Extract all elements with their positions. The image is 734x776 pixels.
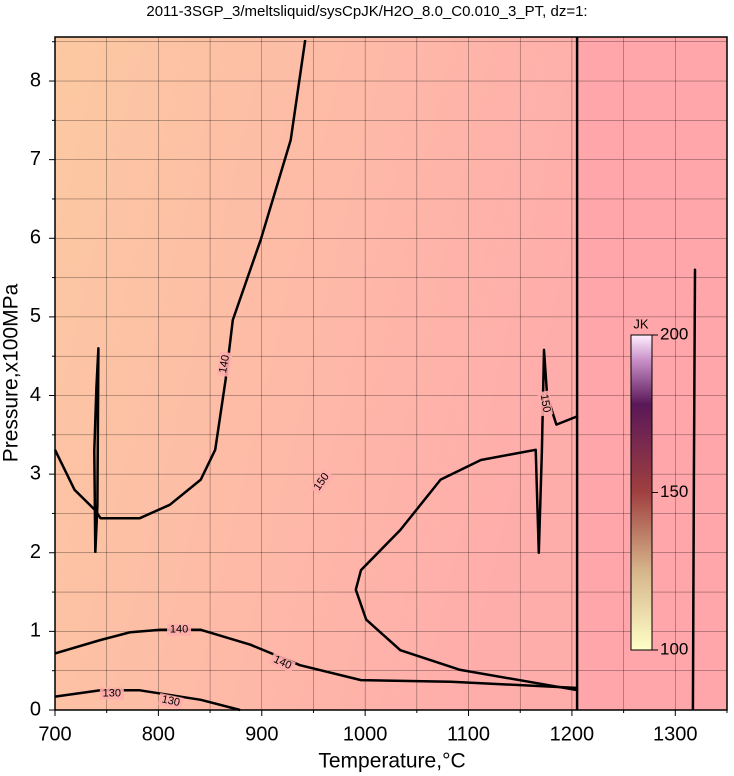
y-axis-label: Pressure,x100MPa: [0, 283, 23, 462]
contour-label: 130: [161, 693, 181, 709]
contour-label-group: 140: [216, 351, 233, 377]
x-tick-label: 700: [38, 723, 71, 745]
contour-label-bg: [99, 687, 124, 700]
contour-label-group: 140: [167, 623, 192, 636]
y-tick-label: 2: [30, 541, 41, 563]
colorbar-tick-label: 200: [660, 324, 688, 343]
plot-background: [55, 37, 578, 710]
y-tick-label: 5: [30, 305, 41, 327]
contour-label-group: 150: [537, 390, 554, 417]
plot-frame: [54, 36, 728, 711]
contour-label-bg: [537, 390, 554, 417]
contour-label-bg: [167, 623, 192, 636]
y-tick-label: 7: [30, 148, 41, 170]
y-tick-label: 6: [30, 227, 41, 249]
y-tick-label: 0: [30, 698, 41, 720]
contour-label-bg: [216, 351, 233, 377]
colorbar-tick-label: 100: [660, 639, 688, 658]
colorbar: [630, 334, 653, 651]
chart-title: 2011-3SGP_3/meltsliquid/sysCpJK/H2O_8.0_…: [146, 3, 587, 20]
y-tick-label: 1: [30, 620, 41, 642]
x-tick-label: 1200: [550, 723, 595, 745]
y-tick-label: 4: [30, 384, 41, 406]
y-tick-label: 3: [30, 462, 41, 484]
x-tick-label: 800: [142, 723, 175, 745]
contour-line: [691, 268, 697, 711]
contour-label-bg: [309, 468, 334, 496]
contour-label: 140: [170, 624, 188, 636]
x-axis-label: Temperature,°C: [318, 750, 465, 773]
contour-label: 140: [217, 354, 232, 374]
x-tick-label: 1100: [447, 723, 490, 745]
contour-line: [54, 628, 579, 690]
y-tick-label: 8: [30, 69, 41, 91]
contour-line: [54, 689, 241, 712]
colorbar-tick-label: 150: [660, 482, 688, 501]
contour-label-group: 130: [157, 692, 184, 710]
x-tick-label: 1000: [343, 723, 388, 745]
x-tick-label: 1300: [653, 723, 698, 745]
contour-label-bg: [269, 652, 296, 674]
colorbar-label: JK: [633, 316, 649, 331]
contour-label: 130: [103, 687, 121, 699]
contour-label-bg: [157, 692, 184, 710]
contour-line: [93, 347, 100, 553]
contour-line: [354, 348, 579, 692]
contour-label: 150: [538, 393, 553, 413]
contour-label-group: 130: [99, 687, 124, 700]
x-tick-label: 900: [245, 723, 278, 745]
